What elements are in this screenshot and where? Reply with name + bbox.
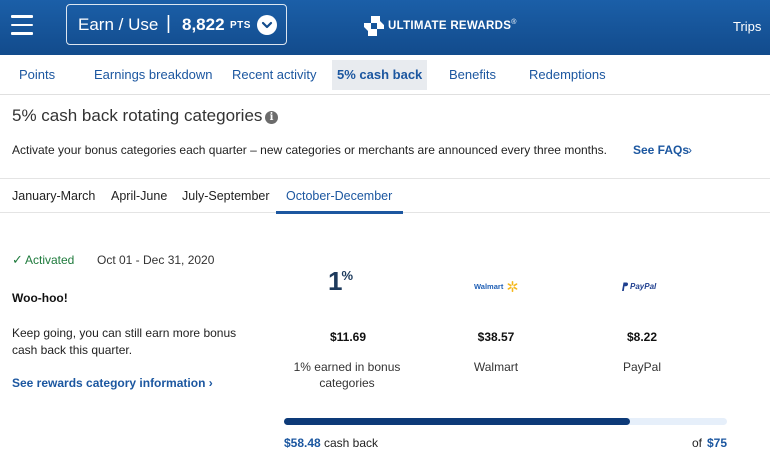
chevron-right-icon: › [688, 143, 692, 157]
earn-use-label: Earn / Use [78, 15, 159, 34]
category-label: 1% earned in bonus categories [293, 360, 401, 390]
quarter-tabs: January-March April-June July-September … [0, 178, 770, 214]
cash-back-cap: $75 [707, 436, 728, 450]
category-amount: $11.69 [329, 330, 367, 344]
chase-octagon-logo [364, 16, 384, 41]
menu-icon[interactable] [11, 15, 33, 35]
category-amount: $38.57 [477, 330, 515, 344]
see-rewards-category-link[interactable]: See rewards category information › [12, 376, 213, 390]
intro-text: Activate your bonus categories each quar… [12, 143, 608, 157]
cash-back-progress-bar [284, 418, 727, 425]
active-tab-indicator [276, 211, 403, 214]
tab-redemptions[interactable]: Redemptions [529, 67, 606, 82]
rewards-subnav: Points Earnings breakdown Recent activit… [0, 55, 770, 95]
info-icon[interactable]: i [265, 111, 278, 124]
brand-name: ULTIMATE REWARDS® [388, 19, 517, 32]
cash-back-label: cash back [324, 436, 379, 450]
category-label: Walmart [473, 360, 519, 374]
of-label: of [692, 436, 703, 450]
cash-back-earned: $58.48 [284, 436, 321, 450]
points-balance: 8,822 [182, 15, 225, 34]
tab-recent-activity[interactable]: Recent activity [232, 67, 317, 82]
page-title: 5% cash back rotating categories [12, 106, 263, 125]
status-headline: Woo-hoo! [12, 291, 68, 305]
tab-benefits[interactable]: Benefits [449, 67, 496, 82]
status-message: Keep going, you can still earn more bonu… [12, 326, 237, 357]
paypal-logo: PayPal [621, 281, 667, 293]
see-faqs-link[interactable]: See FAQs [633, 143, 690, 157]
separator: | [166, 13, 171, 34]
walmart-logo: Walmart [474, 281, 518, 293]
category-amount: $8.22 [626, 330, 658, 344]
points-unit: PTS [230, 20, 251, 31]
tab-july-september[interactable]: July-September [182, 189, 270, 203]
chevron-down-icon[interactable] [257, 15, 277, 35]
quarter-dates: Oct 01 - Dec 31, 2020 [97, 253, 215, 267]
tab-january-march[interactable]: January-March [12, 189, 96, 203]
checkmark-icon: ✓ [12, 252, 23, 267]
one-percent-icon: 1% [328, 266, 353, 296]
cash-back-progress-fill [284, 418, 630, 425]
tab-october-december[interactable]: October-December [286, 189, 393, 203]
tab-april-june[interactable]: April-June [111, 189, 168, 203]
earn-use-points-selector[interactable]: Earn / Use | 8,822 PTS [66, 4, 287, 45]
tab-5-cash-back[interactable]: 5% cash back [332, 60, 428, 90]
chevron-right-icon: › [208, 376, 213, 390]
tab-points[interactable]: Points [19, 67, 56, 82]
category-label: PayPal [622, 360, 662, 374]
top-header-bar: Earn / Use | 8,822 PTS ULTIMATE REWARDS®… [0, 0, 770, 55]
tab-earnings-breakdown[interactable]: Earnings breakdown [94, 67, 213, 82]
activated-status: Activated [25, 253, 75, 267]
trips-link[interactable]: Trips [733, 19, 762, 34]
